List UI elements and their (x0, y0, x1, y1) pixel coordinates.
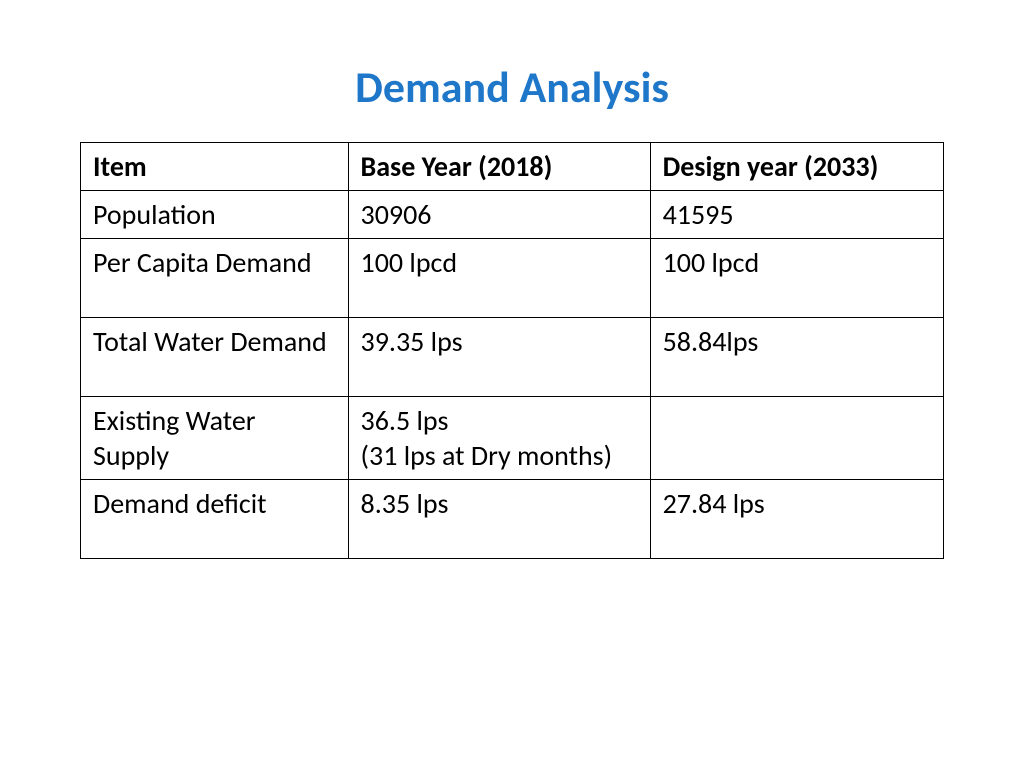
page-title: Demand Analysis (0, 60, 1024, 114)
cell-design: 100 lpcd (650, 239, 943, 318)
cell-item: Demand deficit (81, 480, 349, 559)
cell-item: Population (81, 191, 349, 239)
cell-item: Total Water Demand (81, 318, 349, 397)
cell-base: 8.35 lps (348, 480, 650, 559)
table-container: Item Base Year (2018) Design year (2033)… (80, 142, 944, 559)
demand-analysis-table: Item Base Year (2018) Design year (2033)… (80, 142, 944, 559)
cell-design (650, 397, 943, 480)
cell-design: 58.84lps (650, 318, 943, 397)
table-header-row: Item Base Year (2018) Design year (2033) (81, 143, 944, 191)
cell-design: 27.84 lps (650, 480, 943, 559)
table-row: Population 30906 41595 (81, 191, 944, 239)
table-row: Existing Water Supply 36.5 lps(31 lps at… (81, 397, 944, 480)
cell-base: 39.35 lps (348, 318, 650, 397)
col-header-design: Design year (2033) (650, 143, 943, 191)
cell-base: 30906 (348, 191, 650, 239)
col-header-item: Item (81, 143, 349, 191)
cell-design: 41595 (650, 191, 943, 239)
col-header-base: Base Year (2018) (348, 143, 650, 191)
cell-base: 36.5 lps(31 lps at Dry months) (348, 397, 650, 480)
table-row: Total Water Demand 39.35 lps 58.84lps (81, 318, 944, 397)
cell-item: Existing Water Supply (81, 397, 349, 480)
table-row: Per Capita Demand 100 lpcd 100 lpcd (81, 239, 944, 318)
slide: Demand Analysis Item Base Year (2018) De… (0, 0, 1024, 768)
table-row: Demand deficit 8.35 lps 27.84 lps (81, 480, 944, 559)
cell-base: 100 lpcd (348, 239, 650, 318)
cell-item: Per Capita Demand (81, 239, 349, 318)
